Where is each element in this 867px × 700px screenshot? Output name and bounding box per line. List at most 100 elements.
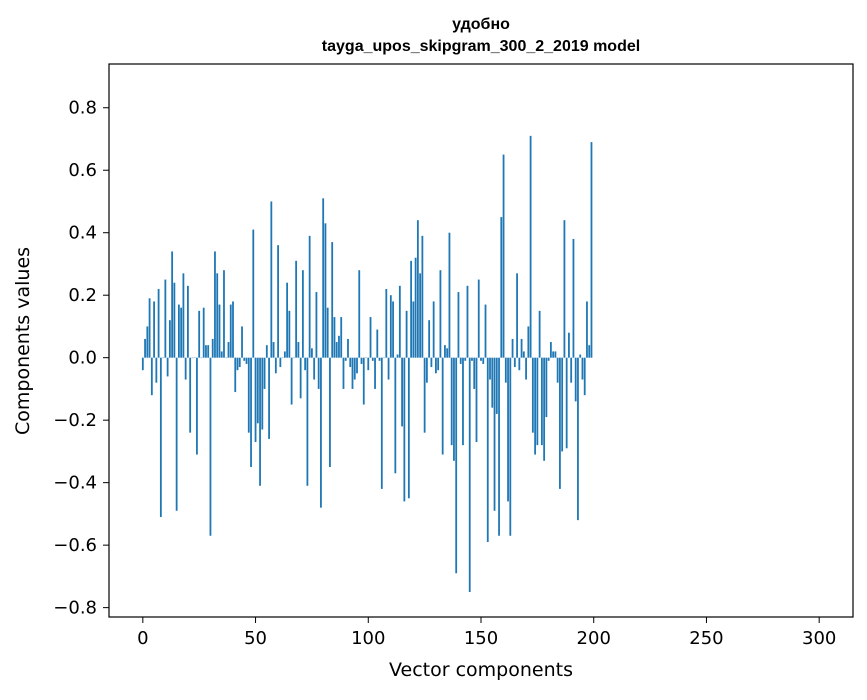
- bar: [277, 245, 279, 357]
- bar: [320, 358, 322, 508]
- bar: [473, 358, 475, 389]
- bar: [352, 358, 354, 389]
- bar: [426, 358, 428, 383]
- bar: [410, 261, 412, 358]
- bar: [255, 358, 257, 442]
- bar: [196, 358, 198, 455]
- bar: [142, 358, 144, 371]
- bars-group: [142, 136, 592, 592]
- bar: [336, 342, 338, 358]
- bar: [300, 358, 302, 399]
- bar: [295, 261, 297, 358]
- bar: [151, 358, 153, 395]
- bar: [340, 317, 342, 358]
- bar: [189, 358, 191, 433]
- bar: [144, 339, 146, 358]
- chart-subtitle: tayga_upos_skipgram_300_2_2019 model: [322, 38, 640, 55]
- bar: [530, 136, 532, 358]
- bar: [415, 258, 417, 358]
- bar: [453, 358, 455, 461]
- bar: [338, 336, 340, 358]
- bar: [318, 358, 320, 389]
- bar: [582, 358, 584, 380]
- bar: [460, 358, 462, 364]
- bar: [203, 308, 205, 358]
- bar: [205, 345, 207, 358]
- bar: [234, 358, 236, 392]
- bar: [437, 358, 439, 371]
- bar: [399, 286, 401, 358]
- x-tick-label: 50: [244, 628, 267, 649]
- bar: [291, 358, 293, 405]
- bar: [442, 358, 444, 455]
- bar: [521, 339, 523, 358]
- x-tick-label: 0: [137, 628, 148, 649]
- bar: [223, 270, 225, 357]
- bar: [464, 358, 466, 361]
- bar: [259, 358, 261, 486]
- bar: [176, 358, 178, 511]
- bar: [325, 223, 327, 357]
- y-tick-label: −0.8: [53, 598, 97, 619]
- bar: [417, 220, 419, 357]
- bar: [591, 142, 593, 358]
- bar: [467, 286, 469, 358]
- bar: [561, 358, 563, 452]
- bar: [539, 311, 541, 358]
- bar: [228, 342, 230, 358]
- bar: [419, 273, 421, 357]
- bar: [304, 358, 306, 371]
- bar: [575, 358, 577, 402]
- bar: [480, 358, 482, 361]
- bar: [288, 311, 290, 358]
- bar: [392, 301, 394, 357]
- bar: [566, 358, 568, 449]
- bar: [376, 330, 378, 358]
- bar: [297, 342, 299, 358]
- y-tick-label: −0.2: [53, 410, 97, 431]
- bar: [586, 301, 588, 357]
- bar: [476, 358, 478, 442]
- bar: [313, 358, 315, 380]
- bar: [525, 358, 527, 380]
- bar: [527, 326, 529, 357]
- plot-frame: [109, 64, 853, 617]
- bar: [343, 358, 345, 389]
- bar: [512, 339, 514, 358]
- bar: [397, 355, 399, 358]
- bar: [487, 358, 489, 542]
- bar: [232, 301, 234, 357]
- bar: [185, 358, 187, 380]
- bar: [173, 283, 175, 358]
- bar: [385, 289, 387, 358]
- bar: [246, 358, 248, 364]
- bar: [309, 236, 311, 358]
- bar: [270, 201, 272, 357]
- bar: [198, 311, 200, 358]
- bar: [171, 251, 173, 357]
- bar: [250, 358, 252, 467]
- bar: [264, 358, 266, 389]
- bar: [523, 351, 525, 357]
- bar: [187, 286, 189, 358]
- bar: [358, 270, 360, 357]
- y-tick-label: 0.6: [68, 160, 97, 181]
- bar: [149, 298, 151, 357]
- bar: [536, 358, 538, 445]
- bar: [284, 351, 286, 357]
- bar: [433, 301, 435, 357]
- bar: [363, 358, 365, 405]
- bar: [178, 305, 180, 358]
- bar: [412, 301, 414, 357]
- bar: [564, 220, 566, 357]
- bar: [311, 348, 313, 357]
- bar: [248, 358, 250, 433]
- bar: [401, 358, 403, 427]
- y-tick-label: 0.2: [68, 285, 97, 306]
- bar: [421, 236, 423, 358]
- bar: [210, 358, 212, 536]
- bar: [160, 358, 162, 517]
- bar: [356, 358, 358, 374]
- bar: [498, 358, 500, 536]
- bar: [345, 358, 347, 361]
